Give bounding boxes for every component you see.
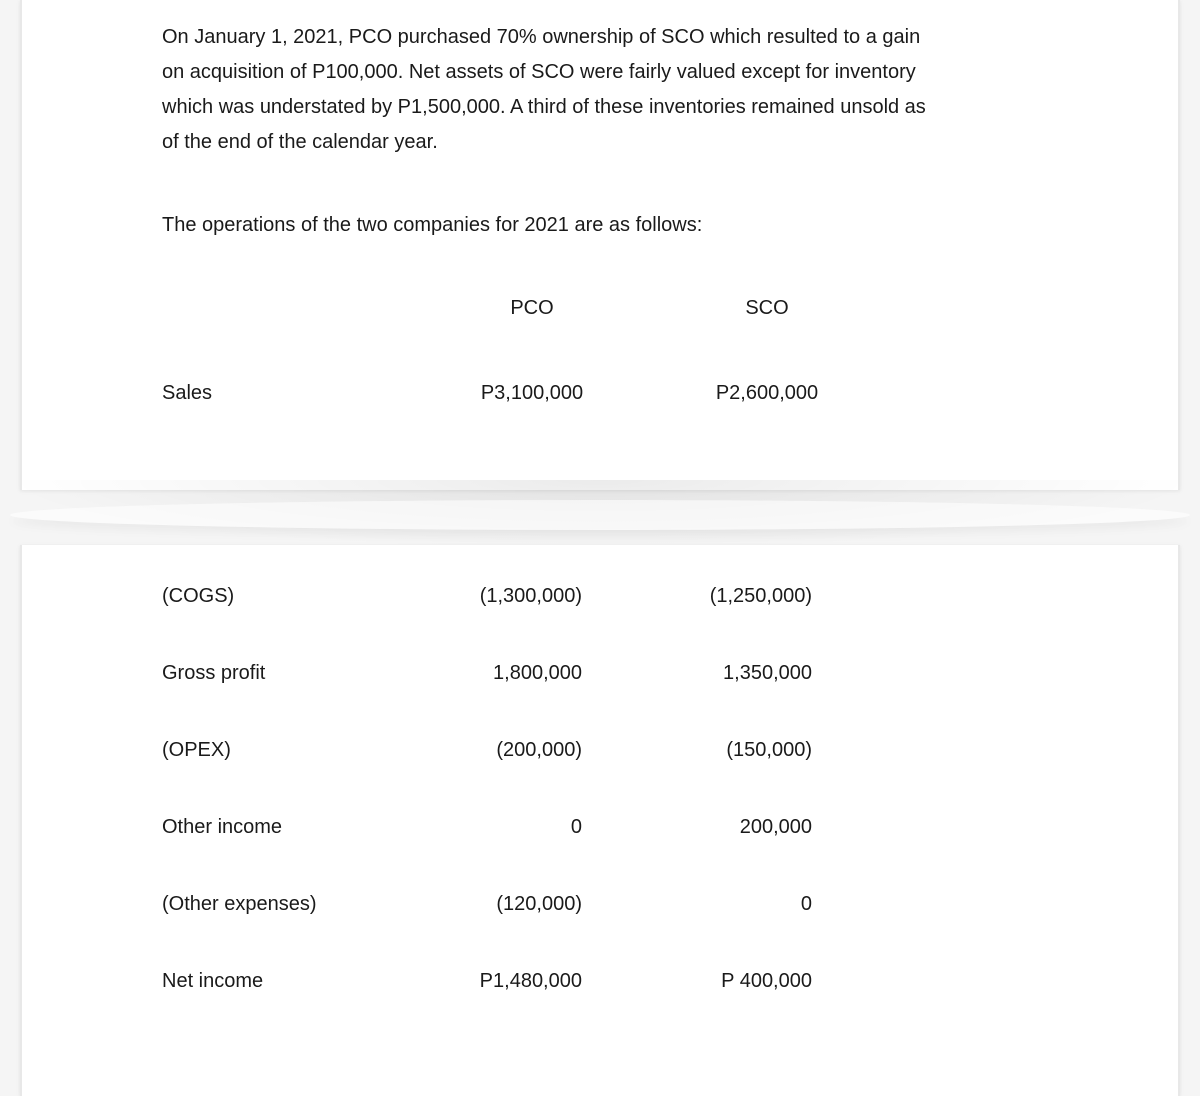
subheading: The operations of the two companies for … xyxy=(162,210,1038,241)
row-gross-pco: 1,800,000 xyxy=(422,662,642,685)
row-cogs-sco: (1,250,000) xyxy=(642,585,862,608)
intro-line-2: on acquisition of P100,000. Net assets o… xyxy=(162,57,1038,88)
row-other-exp-label: (Other expenses) xyxy=(162,893,422,916)
operations-table-bottom: (COGS) (1,300,000) (1,250,000) Gross pro… xyxy=(162,585,1038,993)
page-break-shadow xyxy=(0,480,1200,550)
row-other-income-label: Other income xyxy=(162,816,422,839)
intro-line-1: On January 1, 2021, PCO purchased 70% ow… xyxy=(162,22,1038,53)
row-opex-pco: (200,000) xyxy=(422,739,642,762)
col-header-sco: SCO xyxy=(642,293,862,324)
row-gross-label: Gross profit xyxy=(162,662,422,685)
row-other-exp-pco: (120,000) xyxy=(422,893,642,916)
row-net-income-sco: P 400,000 xyxy=(642,970,862,993)
row-cogs-pco: (1,300,000) xyxy=(422,585,642,608)
page-top: On January 1, 2021, PCO purchased 70% ow… xyxy=(20,0,1180,490)
row-sales-label: Sales xyxy=(162,378,422,409)
content-top: On January 1, 2021, PCO purchased 70% ow… xyxy=(22,0,1178,409)
row-cogs-label: (COGS) xyxy=(162,585,422,608)
intro-line-3: which was understated by P1,500,000. A t… xyxy=(162,92,1038,123)
intro-line-4: of the end of the calendar year. xyxy=(162,127,1038,158)
page-bottom: (COGS) (1,300,000) (1,250,000) Gross pro… xyxy=(20,545,1180,1096)
row-opex-label: (OPEX) xyxy=(162,739,422,762)
row-opex-sco: (150,000) xyxy=(642,739,862,762)
col-header-pco: PCO xyxy=(422,293,642,324)
row-sales-sco: P2,600,000 xyxy=(642,378,862,409)
row-gross-sco: 1,350,000 xyxy=(642,662,862,685)
row-sales-pco: P3,100,000 xyxy=(422,378,642,409)
operations-table-top: PCO SCO Sales P3,100,000 P2,600,000 xyxy=(162,293,1038,409)
content-bottom: (COGS) (1,300,000) (1,250,000) Gross pro… xyxy=(22,545,1178,993)
row-other-exp-sco: 0 xyxy=(642,893,862,916)
row-other-income-sco: 200,000 xyxy=(642,816,862,839)
row-net-income-pco: P1,480,000 xyxy=(422,970,642,993)
row-other-income-pco: 0 xyxy=(422,816,642,839)
row-net-income-label: Net income xyxy=(162,970,422,993)
